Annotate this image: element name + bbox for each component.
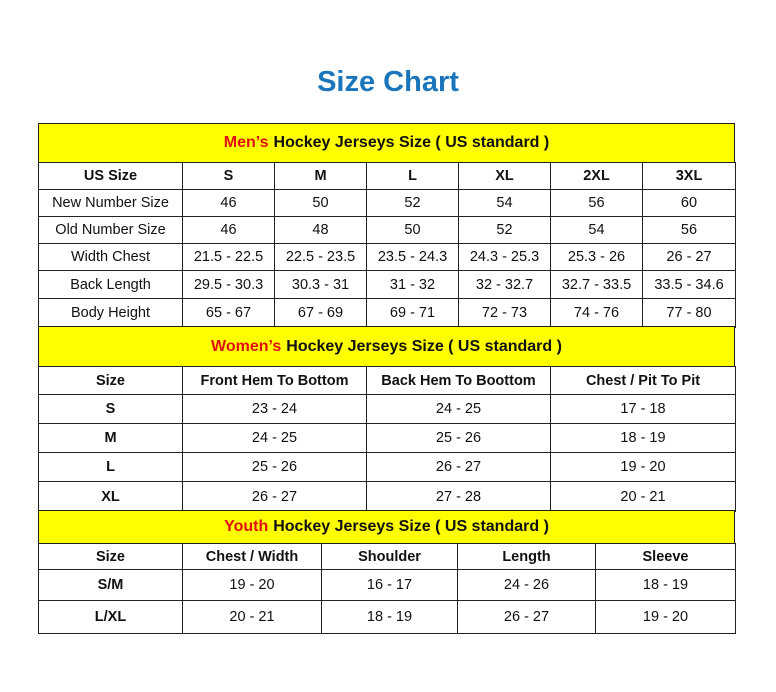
table-cell: 60	[642, 189, 736, 217]
table-cell: 25 - 26	[182, 452, 367, 482]
table-cell: 32 - 32.7	[458, 270, 551, 299]
heading-text: Hockey Jerseys Size ( US standard )	[273, 134, 550, 151]
table-cell: 33.5 - 34.6	[642, 270, 736, 299]
table-cell: 56	[550, 189, 643, 217]
column-header: Back Hem To Boottom	[366, 366, 551, 395]
column-header: XL	[458, 162, 551, 190]
column-header: Size	[38, 543, 183, 570]
table-cell: M	[38, 423, 183, 453]
table-cell: 56	[642, 216, 736, 244]
youth-section-heading: Youth Hockey Jerseys Size ( US standard )	[38, 510, 735, 544]
column-header: 3XL	[642, 162, 736, 190]
table-cell: 19 - 20	[595, 600, 736, 634]
table-cell: 50	[274, 189, 367, 217]
table-cell: 52	[366, 189, 459, 217]
table-cell: 77 - 80	[642, 298, 736, 328]
table-cell: 31 - 32	[366, 270, 459, 299]
table-cell: 18 - 19	[595, 569, 736, 601]
table-cell: L	[38, 452, 183, 482]
table-cell: 67 - 69	[274, 298, 367, 328]
table-cell: 46	[182, 189, 275, 217]
page-title: Size Chart	[317, 66, 459, 98]
heading-highlight: Youth	[224, 518, 269, 535]
heading-highlight: Women’s	[211, 337, 282, 355]
table-cell: 50	[366, 216, 459, 244]
heading-text: Hockey Jerseys Size ( US standard )	[273, 518, 549, 535]
column-header: Front Hem To Bottom	[182, 366, 367, 395]
womens-section-heading: Women’s Hockey Jerseys Size ( US standard…	[38, 326, 735, 367]
table-cell: 18 - 19	[550, 423, 736, 453]
column-header: Sleeve	[595, 543, 736, 570]
table-cell: XL	[38, 481, 183, 512]
table-cell: 30.3 - 31	[274, 270, 367, 299]
table-cell: 69 - 71	[366, 298, 459, 328]
column-header: US Size	[38, 162, 183, 190]
table-cell: 54	[458, 189, 551, 217]
table-cell: Back Length	[38, 270, 183, 299]
table-cell: 23 - 24	[182, 394, 367, 424]
heading-text: Hockey Jerseys Size ( US standard )	[286, 337, 562, 355]
table-cell: 20 - 21	[550, 481, 736, 512]
table-cell: 17 - 18	[550, 394, 736, 424]
heading-highlight: Men’s	[223, 134, 269, 151]
table-cell: Width Chest	[38, 243, 183, 271]
table-cell: 23.5 - 24.3	[366, 243, 459, 271]
table-cell: Old Number Size	[38, 216, 183, 244]
table-cell: 54	[550, 216, 643, 244]
table-cell: 65 - 67	[182, 298, 275, 328]
table-cell: 18 - 19	[321, 600, 458, 634]
table-cell: 29.5 - 30.3	[182, 270, 275, 299]
column-header: Chest / Pit To Pit	[550, 366, 736, 395]
table-cell: 24 - 26	[457, 569, 596, 601]
table-cell: 21.5 - 22.5	[182, 243, 275, 271]
table-cell: 26 - 27	[642, 243, 736, 271]
column-header: L	[366, 162, 459, 190]
table-cell: 26 - 27	[366, 452, 551, 482]
mens-section-heading: Men’s Hockey Jerseys Size ( US standard )	[38, 123, 735, 163]
column-header: Chest / Width	[182, 543, 322, 570]
table-cell: L/XL	[38, 600, 183, 634]
table-cell: Body Height	[38, 298, 183, 328]
column-header: 2XL	[550, 162, 643, 190]
table-cell: 26 - 27	[182, 481, 367, 512]
table-cell: 24 - 25	[366, 394, 551, 424]
table-cell: 20 - 21	[182, 600, 322, 634]
table-cell: 22.5 - 23.5	[274, 243, 367, 271]
table-cell: 27 - 28	[366, 481, 551, 512]
table-cell: S/M	[38, 569, 183, 601]
table-cell: 48	[274, 216, 367, 244]
table-cell: 19 - 20	[550, 452, 736, 482]
table-cell: 16 - 17	[321, 569, 458, 601]
column-header: M	[274, 162, 367, 190]
table-cell: 26 - 27	[457, 600, 596, 634]
column-header: Length	[457, 543, 596, 570]
column-header: Size	[38, 366, 183, 395]
table-cell: 24.3 - 25.3	[458, 243, 551, 271]
table-cell: 74 - 76	[550, 298, 643, 328]
table-cell: New Number Size	[38, 189, 183, 217]
table-cell: 25.3 - 26	[550, 243, 643, 271]
table-cell: 32.7 - 33.5	[550, 270, 643, 299]
table-cell: 24 - 25	[182, 423, 367, 453]
table-cell: S	[38, 394, 183, 424]
table-cell: 72 - 73	[458, 298, 551, 328]
column-header: Shoulder	[321, 543, 458, 570]
column-header: S	[182, 162, 275, 190]
table-cell: 46	[182, 216, 275, 244]
table-cell: 19 - 20	[182, 569, 322, 601]
table-cell: 25 - 26	[366, 423, 551, 453]
table-cell: 52	[458, 216, 551, 244]
